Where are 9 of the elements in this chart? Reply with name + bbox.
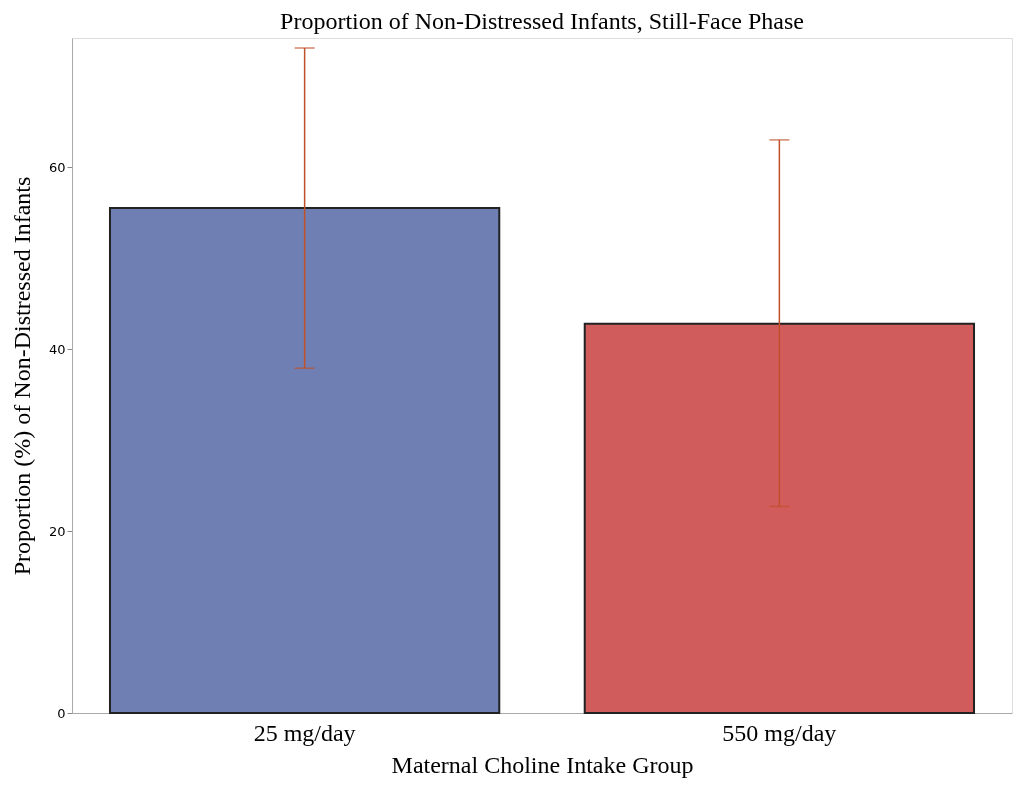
y-tick-label: 0	[57, 705, 66, 721]
y-tick-label: 40	[48, 341, 66, 357]
y-tick-label: 60	[48, 159, 66, 175]
x-tick-label: 25 mg/day	[253, 719, 356, 746]
y-axis-title: Proportion (%) of Non-Distressed Infants	[8, 176, 35, 576]
chart-title: Proportion of Non-Distressed Infants, Still-Face Phase	[280, 8, 804, 34]
y-tick-label: 20	[48, 523, 66, 539]
x-axis-title: Maternal Choline Intake Group	[391, 751, 694, 778]
x-tick-label: 550 mg/day	[722, 719, 837, 746]
